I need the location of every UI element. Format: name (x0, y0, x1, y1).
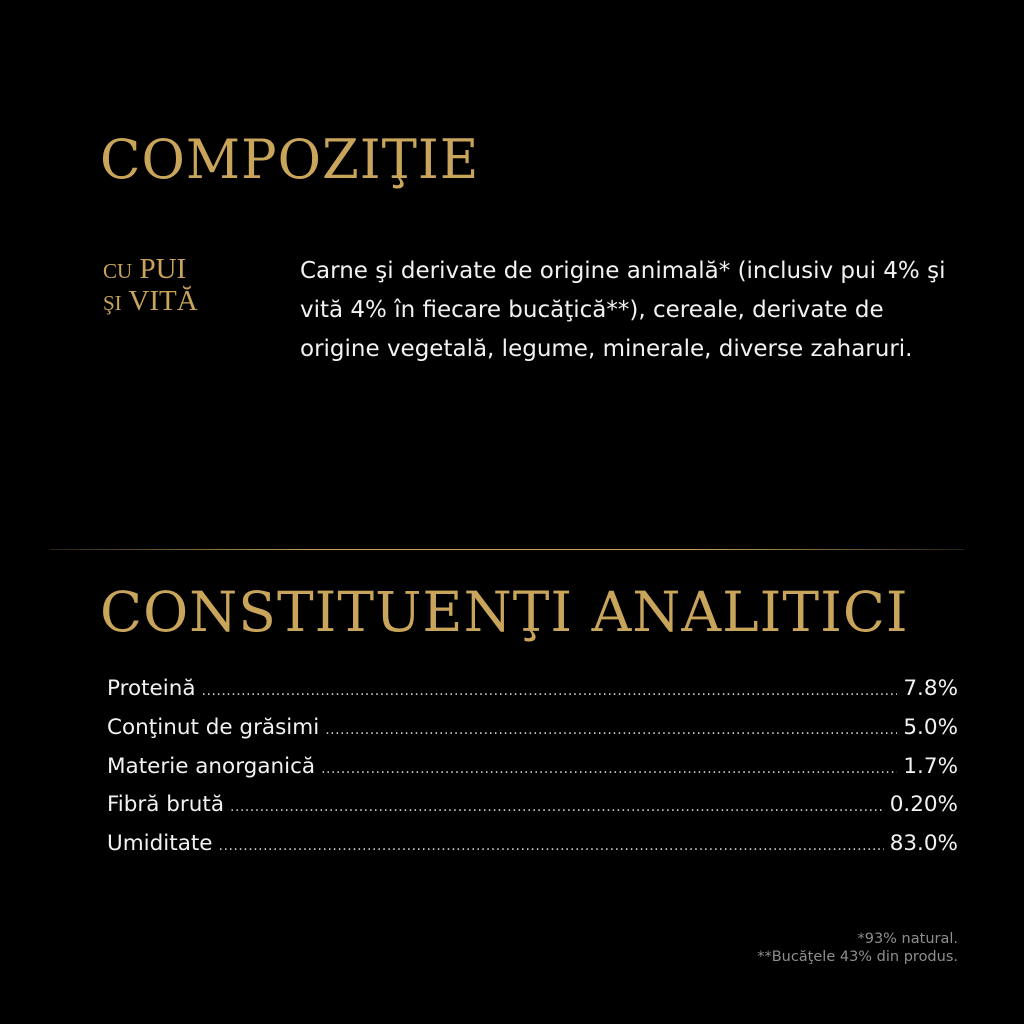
dot-leader (202, 683, 898, 699)
row-label: Umiditate (107, 831, 213, 857)
row-value: 0.20% (889, 792, 958, 818)
footnote: **Bucăţele 43% din produs. (757, 949, 958, 965)
variant-big-1: PUI (139, 253, 187, 285)
footnotes: *93% natural. **Bucăţele 43% din produs. (757, 930, 958, 966)
dot-leader (325, 722, 897, 738)
row-label: Conţinut de grăsimi (107, 714, 320, 740)
footnote: *93% natural. (857, 931, 958, 947)
analytical-title: CONSTITUENŢI ANALITICI (100, 580, 909, 644)
row-label: Materie anorganică (107, 753, 316, 779)
row-value: 1.7% (903, 753, 958, 779)
section-divider (50, 549, 964, 550)
analytical-table: Proteină 7.8% Conţinut de grăsimi 5.0% Mat… (107, 676, 958, 870)
dot-leader (321, 761, 897, 777)
variant-small-2: ŞI (103, 291, 122, 315)
dot-leader (219, 838, 884, 854)
row-label: Fibră brută (107, 792, 224, 818)
variant-label: CU PUI ŞI VITĂ (103, 254, 198, 318)
row-value: 7.8% (903, 676, 958, 701)
variant-small-1: CU (103, 259, 133, 283)
row-value: 5.0% (903, 714, 958, 740)
composition-text: Carne şi derivate de origine animală* (i… (300, 258, 946, 362)
variant-big-2: VITĂ (128, 285, 198, 317)
table-row: Proteină 7.8% (107, 676, 958, 715)
table-row: Umiditate 83.0% (107, 831, 958, 870)
table-row: Conţinut de grăsimi 5.0% (107, 715, 958, 754)
table-row: Materie anorganică 1.7% (107, 754, 958, 793)
composition-title: COMPOZIŢIE (100, 128, 480, 191)
dot-leader (230, 799, 884, 815)
row-label: Proteină (107, 676, 196, 701)
row-value: 83.0% (889, 831, 958, 857)
table-row: Fibră brută 0.20% (107, 792, 958, 831)
